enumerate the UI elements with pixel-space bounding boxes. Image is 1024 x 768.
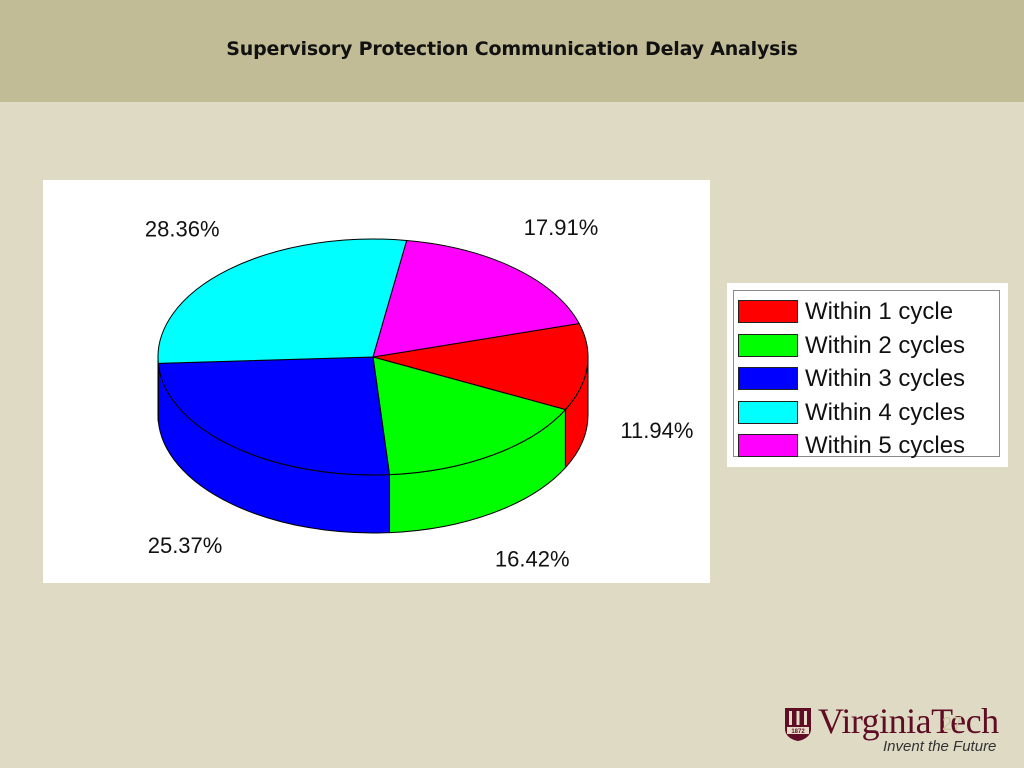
legend-panel: Within 1 cycle Within 2 cycles Within 3 cy… — [727, 283, 1008, 467]
legend: Within 1 cycle Within 2 cycles Within 3 cy… — [733, 290, 1000, 459]
legend-item: Within 3 cycles — [734, 364, 999, 394]
pie-chart: 11.94% 16.42% 25.37% 28.36% 17.91% — [145, 215, 694, 572]
legend-label: Within 1 cycle — [805, 298, 954, 325]
pie-slice-3 — [157, 356, 391, 476]
svg-text:1872: 1872 — [791, 729, 805, 735]
legend-item: Within 5 cycles — [734, 431, 999, 461]
pie-chart-panel: 11.94% 16.42% 25.37% 28.36% 17.91% — [43, 180, 710, 583]
legend-label: Within 2 cycles — [805, 331, 966, 359]
pie-label-5: 17.91% — [524, 215, 599, 240]
legend-swatch — [738, 367, 798, 390]
pie-label-1: 11.94% — [620, 418, 693, 443]
legend-label: Within 3 cycles — [805, 365, 966, 392]
page-number: 27 — [942, 714, 963, 734]
pie-top-faces — [157, 238, 589, 476]
pie-labels: 11.94% 16.42% 25.37% 28.36% 17.91% — [145, 215, 694, 572]
legend-label: Within 4 cycles — [805, 398, 966, 426]
logo-wordmark: VirginiaTech — [818, 701, 999, 741]
header-band — [0, 0, 1024, 102]
pie-slice-5 — [372, 239, 580, 358]
pie-label-3: 25.37% — [148, 533, 223, 558]
legend-swatch — [738, 333, 798, 357]
legend-item: Within 2 cycles — [734, 331, 999, 361]
pie-label-4: 28.36% — [145, 216, 220, 241]
slide-title: Supervisory Protection Communication Del… — [226, 38, 798, 60]
pie-slice-1 — [372, 322, 589, 411]
legend-item: Within 1 cycle — [734, 297, 999, 327]
legend-item: Within 4 cycles — [734, 398, 999, 428]
pie-slice-2 — [372, 356, 567, 476]
legend-swatch — [738, 300, 798, 323]
pie-side-walls — [157, 356, 589, 534]
pie-label-2: 16.42% — [495, 546, 570, 571]
logo-tagline: Invent the Future — [883, 738, 997, 755]
legend-label: Within 5 cycles — [805, 432, 966, 459]
legend-swatch — [738, 434, 798, 457]
legend-swatch — [738, 400, 798, 424]
shield-icon: 1872 — [785, 708, 811, 741]
pie-slice-4 — [157, 238, 408, 364]
virginia-tech-logo: 1872 VirginiaTech Invent the Future — [784, 701, 1018, 760]
